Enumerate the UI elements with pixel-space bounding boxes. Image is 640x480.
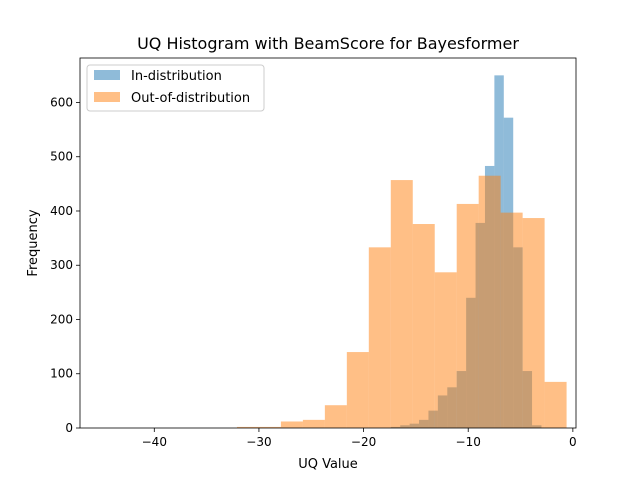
x-axis-label: UQ Value bbox=[298, 457, 358, 472]
histogram-bar-out-of-distribution-8 bbox=[280, 421, 303, 428]
x-axis: −40 −30 −20 −10 0 bbox=[142, 428, 577, 449]
y-tick-label: 200 bbox=[50, 312, 73, 326]
histogram-bar-out-of-distribution-16 bbox=[456, 203, 479, 428]
histogram-bar-out-of-distribution-11 bbox=[346, 352, 369, 428]
plot-frame bbox=[79, 57, 577, 429]
legend: In-distribution Out-of-distribution bbox=[86, 64, 265, 112]
x-tick-label: −40 bbox=[142, 435, 167, 449]
histogram-bar-out-of-distribution-19 bbox=[522, 218, 545, 428]
histogram-bar-out-of-distribution-10 bbox=[324, 405, 347, 428]
legend-box bbox=[86, 64, 265, 112]
histogram-bar-out-of-distribution-13 bbox=[390, 180, 413, 428]
histogram-bar-out-of-distribution-9 bbox=[302, 419, 325, 428]
x-tick-label: −10 bbox=[456, 435, 481, 449]
chart-title: UQ Histogram with BeamScore for Bayesfor… bbox=[137, 34, 519, 53]
histogram-bar-out-of-distribution-18 bbox=[500, 212, 523, 428]
histogram-bar-out-of-distribution-7 bbox=[258, 426, 281, 428]
histogram-bar-out-of-distribution-6 bbox=[236, 426, 259, 428]
legend-label-in-distribution: In-distribution bbox=[131, 69, 222, 84]
histogram-bar-out-of-distribution-14 bbox=[412, 224, 435, 428]
histogram-bar-out-of-distribution-15 bbox=[434, 272, 457, 428]
legend-swatch-out-of-distribution bbox=[94, 92, 120, 102]
y-axis: 0 100 200 300 400 500 600 bbox=[50, 95, 80, 435]
y-tick-label: 0 bbox=[65, 421, 73, 435]
y-tick-label: 500 bbox=[50, 150, 73, 164]
histogram-bar-out-of-distribution-12 bbox=[368, 247, 391, 428]
y-tick-label: 100 bbox=[50, 367, 73, 381]
x-tick-label: −20 bbox=[351, 435, 376, 449]
histogram-bar-out-of-distribution-17 bbox=[478, 175, 501, 428]
y-tick-label: 400 bbox=[50, 204, 73, 218]
legend-label-out-of-distribution: Out-of-distribution bbox=[131, 91, 250, 106]
histogram-bar-out-of-distribution-20 bbox=[544, 381, 567, 428]
x-tick-label: −30 bbox=[246, 435, 271, 449]
x-tick-label: 0 bbox=[569, 435, 577, 449]
legend-swatch-in-distribution bbox=[94, 70, 120, 80]
y-tick-label: 600 bbox=[50, 95, 73, 109]
y-tick-label: 300 bbox=[50, 258, 73, 272]
y-axis-label: Frequency bbox=[26, 209, 41, 276]
bars-layer bbox=[236, 75, 567, 428]
